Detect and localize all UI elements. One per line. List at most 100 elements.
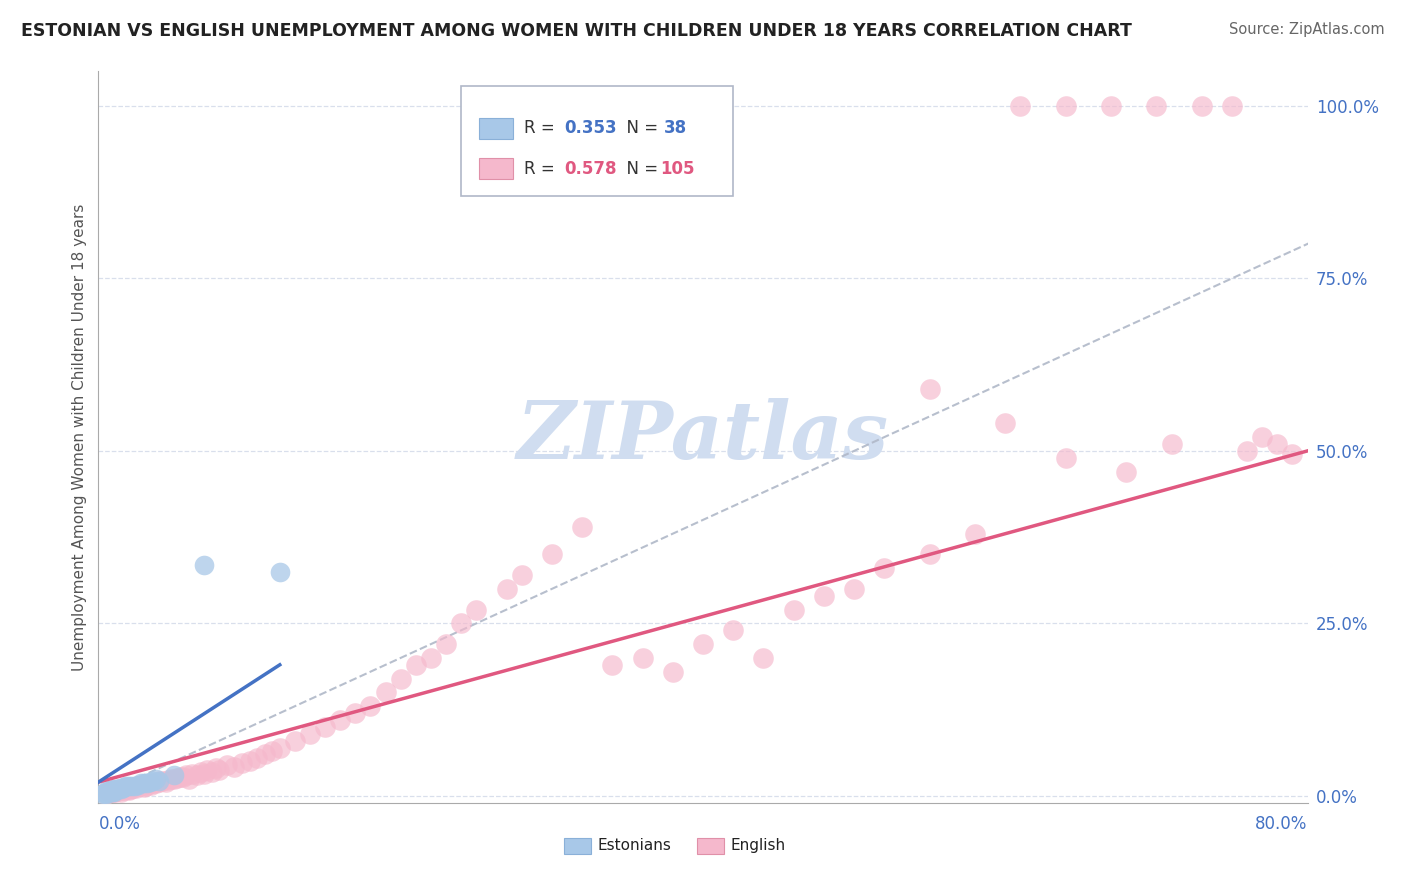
Point (783, 602, 806, 616)
Bar (564, 838, 591, 854)
Point (100, 785, 122, 799)
Point (723, 624, 745, 638)
Point (110, 785, 132, 799)
Point (965, 526, 987, 541)
Point (127, 778, 149, 792)
Point (205, 761, 228, 775)
Text: R =: R = (524, 160, 560, 178)
Point (495, 582, 517, 596)
Point (253, 747, 276, 762)
Point (994, 417, 1017, 431)
Point (124, 780, 146, 794)
Point (101, 785, 124, 799)
Text: N =: N = (616, 120, 658, 137)
Point (121, 779, 143, 793)
Point (141, 778, 163, 792)
Point (148, 773, 170, 788)
Point (155, 775, 177, 789)
Point (103, 785, 125, 799)
Point (873, 561, 896, 575)
Point (112, 780, 135, 794)
Point (844, 582, 866, 596)
Point (98, 785, 121, 799)
Point (148, 773, 170, 788)
Point (420, 651, 443, 665)
Point (100, 785, 122, 799)
Point (1251, 430, 1274, 444)
Point (132, 780, 155, 794)
Point (195, 763, 218, 777)
Point (101, 785, 124, 799)
Point (329, 713, 352, 727)
Point (127, 779, 149, 793)
Point (1115, 465, 1137, 479)
Point (136, 777, 159, 791)
Text: ESTONIAN VS ENGLISH UNEMPLOYMENT AMONG WOMEN WITH CHILDREN UNDER 18 YEARS CORREL: ESTONIAN VS ENGLISH UNEMPLOYMENT AMONG W… (21, 22, 1132, 40)
Point (314, 720, 336, 734)
Point (107, 782, 129, 797)
Point (128, 779, 150, 793)
Point (145, 772, 167, 787)
Point (122, 780, 145, 795)
Point (208, 763, 231, 777)
Point (139, 775, 162, 789)
Point (115, 782, 138, 797)
Point (105, 782, 128, 797)
Point (262, 744, 284, 758)
Text: Source: ZipAtlas.com: Source: ZipAtlas.com (1229, 22, 1385, 37)
Point (112, 782, 135, 797)
Text: 80.0%: 80.0% (1256, 815, 1308, 833)
Text: N =: N = (616, 160, 658, 178)
Point (110, 782, 132, 797)
Point (118, 780, 141, 795)
Point (181, 767, 204, 781)
Point (166, 771, 188, 785)
Point (813, 589, 835, 603)
Point (1144, 99, 1167, 113)
Point (135, 776, 157, 790)
Point (104, 785, 127, 799)
Point (160, 772, 183, 786)
Point (186, 768, 208, 782)
Point (148, 775, 170, 789)
Point (1010, 99, 1032, 113)
Point (103, 784, 125, 798)
Point (201, 764, 224, 779)
Point (94, 785, 117, 799)
Point (134, 779, 156, 793)
Point (111, 780, 134, 795)
Point (190, 764, 212, 779)
Point (1267, 437, 1289, 451)
Point (98, 784, 121, 798)
Point (193, 767, 215, 781)
Point (215, 757, 238, 772)
Point (631, 651, 654, 665)
Point (94, 787, 117, 801)
Point (93, 786, 115, 800)
Text: 0.0%: 0.0% (98, 815, 141, 833)
Point (91, 787, 114, 801)
Y-axis label: Unemployment Among Women with Children Under 18 years: Unemployment Among Women with Children U… (72, 203, 87, 671)
Point (169, 770, 191, 784)
Point (114, 782, 136, 797)
Point (129, 776, 152, 790)
Bar (479, 118, 513, 138)
Point (1099, 99, 1122, 113)
Point (179, 772, 201, 786)
Point (103, 784, 125, 798)
Text: English: English (731, 838, 786, 854)
Point (1281, 447, 1303, 461)
Point (108, 780, 131, 795)
Point (172, 770, 194, 784)
Point (104, 783, 127, 797)
Point (239, 755, 262, 769)
Point (284, 733, 307, 747)
Point (135, 778, 157, 792)
Point (465, 602, 488, 616)
Point (1191, 99, 1213, 113)
Point (142, 776, 165, 790)
Point (193, 558, 215, 572)
Text: Estonians: Estonians (598, 838, 672, 854)
Point (224, 760, 246, 774)
Text: 105: 105 (661, 160, 695, 178)
